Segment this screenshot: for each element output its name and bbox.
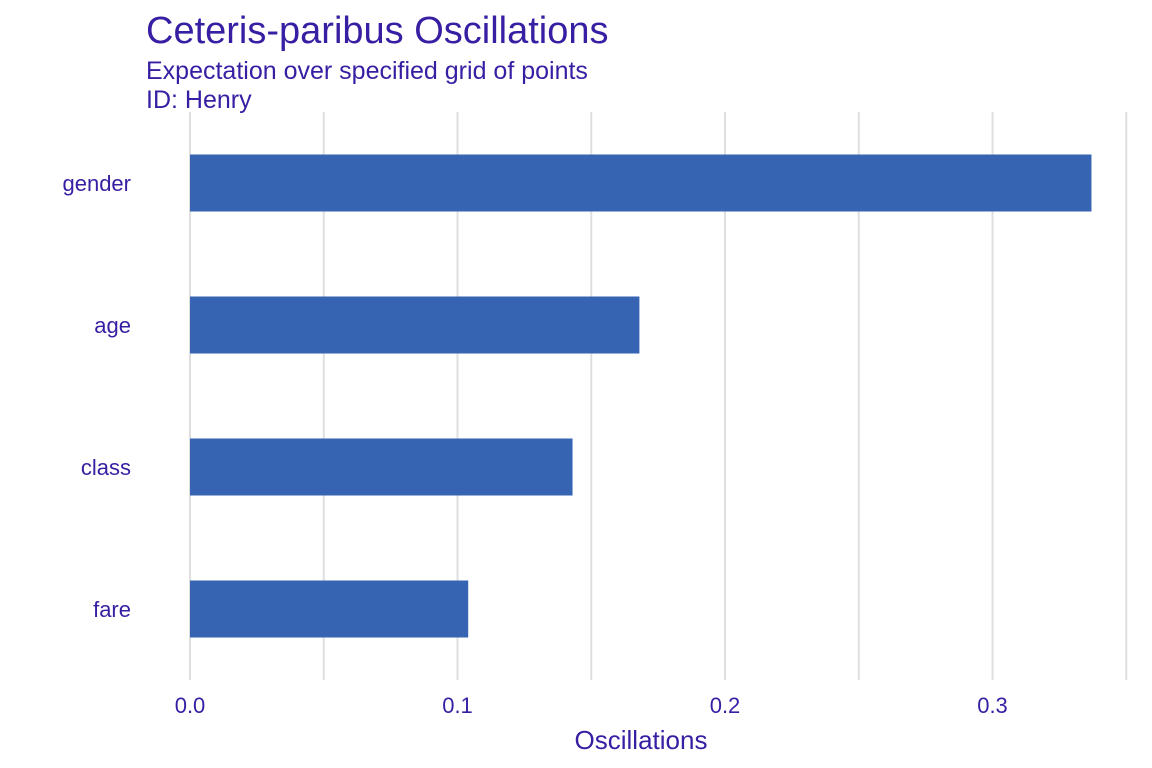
- chart-title: Ceteris-paribus Oscillations: [146, 10, 609, 52]
- bar-gender: [190, 154, 1092, 212]
- chart-subtitle: Expectation over specified grid of point…: [146, 57, 588, 114]
- label-layer: gender age class fare 0.0 0.1 0.2 0.3: [62, 171, 1007, 718]
- x-axis-title: Oscillations: [575, 725, 708, 755]
- x-tick-label-3: 0.3: [977, 693, 1008, 718]
- y-tick-label-fare: fare: [93, 597, 131, 622]
- y-tick-label-class: class: [81, 455, 131, 480]
- bar-layer: [190, 154, 1092, 638]
- x-tick-label-2: 0.2: [710, 693, 741, 718]
- y-tick-label-age: age: [94, 313, 131, 338]
- x-tick-label-1: 0.1: [442, 693, 473, 718]
- y-tick-label-gender: gender: [62, 171, 131, 196]
- x-tick-label-0: 0.0: [175, 693, 206, 718]
- bar-class: [190, 438, 573, 496]
- bar-fare: [190, 580, 469, 638]
- bar-age: [190, 296, 640, 354]
